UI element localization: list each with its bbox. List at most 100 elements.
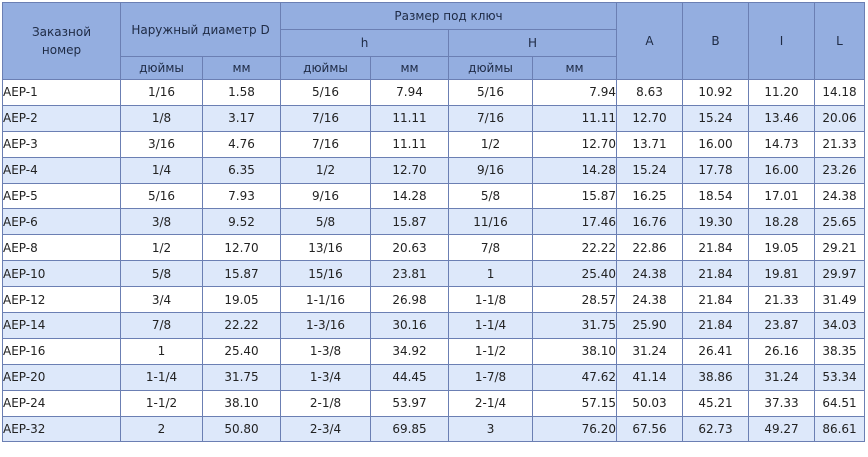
cell-l: 38.35 — [814, 337, 866, 365]
cell-l: 24.38 — [814, 182, 866, 210]
table-row: AEP-24 1-1/2 38.10 2-1/8 53.97 2-1/4 57.… — [2, 389, 866, 417]
cell-code: AEP-4 — [2, 156, 121, 184]
table-row: AEP-8 1/2 12.70 13/16 20.63 7/8 22.22 22… — [2, 234, 866, 262]
cell-l: 34.03 — [814, 312, 866, 339]
cell-H-mm: 57.15 — [532, 389, 618, 417]
cell-b: 62.73 — [682, 415, 750, 443]
cell-a: 41.14 — [616, 363, 684, 391]
cell-h-inches: 1-1/16 — [280, 286, 372, 314]
cell-b: 21.84 — [682, 260, 750, 288]
cell-h-mm: 69.85 — [370, 415, 450, 443]
cell-i: 26.16 — [748, 337, 816, 365]
cell-h-mm: 15.87 — [370, 208, 450, 236]
table-row: AEP-12 3/4 19.05 1-1/16 26.98 1-1/8 28.5… — [2, 286, 866, 314]
table-header: Заказной номер Наружный диаметр D Размер… — [2, 2, 866, 80]
cell-h-mm: 12.70 — [370, 156, 450, 184]
cell-d-mm: 38.10 — [201, 389, 282, 417]
cell-h-mm: 20.63 — [370, 234, 450, 262]
cell-h-inches: 2-3/4 — [280, 415, 372, 443]
cell-H-inches: 1-7/8 — [448, 363, 534, 391]
cell-b: 19.30 — [682, 208, 750, 236]
spec-table: Заказной номер Наружный диаметр D Размер… — [2, 2, 866, 443]
cell-H-inches: 1-1/2 — [448, 337, 534, 365]
table-row: AEP-1 1/16 1.58 5/16 7.94 5/16 7.94 8.63… — [2, 79, 866, 106]
cell-h-inches: 15/16 — [280, 260, 372, 288]
cell-d-mm: 9.52 — [201, 208, 282, 236]
cell-H-inches: 1-1/8 — [448, 286, 534, 314]
cell-H-inches: 3 — [448, 415, 534, 443]
cell-code: AEP-5 — [2, 182, 121, 210]
header-order-number: Заказной номер — [2, 2, 121, 80]
cell-i: 19.05 — [748, 234, 816, 262]
cell-H-mm: 15.87 — [532, 182, 618, 210]
cell-h-mm: 30.16 — [370, 312, 450, 339]
cell-H-mm: 25.40 — [532, 260, 618, 288]
cell-b: 15.24 — [682, 104, 750, 132]
cell-b: 16.00 — [682, 130, 750, 158]
header-a: A — [616, 2, 684, 80]
table-row: AEP-5 5/16 7.93 9/16 14.28 5/8 15.87 16.… — [2, 182, 866, 210]
cell-H-inches: 1-1/4 — [448, 312, 534, 339]
cell-d-inches: 1/4 — [120, 156, 203, 184]
cell-a: 15.24 — [616, 156, 684, 184]
cell-l: 20.06 — [814, 104, 866, 132]
cell-h-inches: 7/16 — [280, 104, 372, 132]
cell-h-mm: 34.92 — [370, 337, 450, 365]
cell-d-mm: 3.17 — [201, 104, 282, 132]
cell-d-inches: 1-1/4 — [120, 363, 203, 391]
cell-b: 18.54 — [682, 182, 750, 210]
cell-b: 38.86 — [682, 363, 750, 391]
cell-d-inches: 7/8 — [120, 312, 203, 339]
cell-H-inches: 11/16 — [448, 208, 534, 236]
cell-b: 10.92 — [682, 79, 750, 106]
header-H-mm: мм — [532, 56, 618, 80]
cell-a: 16.25 — [616, 182, 684, 210]
cell-l: 64.51 — [814, 389, 866, 417]
cell-H-inches: 7/8 — [448, 234, 534, 262]
cell-d-inches: 3/4 — [120, 286, 203, 314]
cell-d-mm: 50.80 — [201, 415, 282, 443]
cell-H-mm: 28.57 — [532, 286, 618, 314]
cell-d-inches: 1-1/2 — [120, 389, 203, 417]
table-row: AEP-3 3/16 4.76 7/16 11.11 1/2 12.70 13.… — [2, 130, 866, 158]
table-row: AEP-32 2 50.80 2-3/4 69.85 3 76.20 67.56… — [2, 415, 866, 443]
header-h-large: H — [448, 29, 618, 57]
cell-h-mm: 23.81 — [370, 260, 450, 288]
cell-h-inches: 5/8 — [280, 208, 372, 236]
cell-H-mm: 12.70 — [532, 130, 618, 158]
cell-i: 19.81 — [748, 260, 816, 288]
cell-b: 45.21 — [682, 389, 750, 417]
cell-a: 13.71 — [616, 130, 684, 158]
cell-a: 50.03 — [616, 389, 684, 417]
cell-h-mm: 7.94 — [370, 79, 450, 106]
cell-l: 29.97 — [814, 260, 866, 288]
cell-H-mm: 22.22 — [532, 234, 618, 262]
cell-H-inches: 1/2 — [448, 130, 534, 158]
cell-l: 23.26 — [814, 156, 866, 184]
cell-H-mm: 14.28 — [532, 156, 618, 184]
cell-code: AEP-20 — [2, 363, 121, 391]
cell-code: AEP-1 — [2, 79, 121, 106]
cell-h-inches: 7/16 — [280, 130, 372, 158]
cell-i: 49.27 — [748, 415, 816, 443]
cell-H-mm: 31.75 — [532, 312, 618, 339]
cell-h-inches: 2-1/8 — [280, 389, 372, 417]
header-h-small: h — [280, 29, 450, 57]
cell-code: AEP-3 — [2, 130, 121, 158]
header-h-inches: дюймы — [280, 56, 372, 80]
cell-H-inches: 9/16 — [448, 156, 534, 184]
cell-H-inches: 1 — [448, 260, 534, 288]
cell-l: 31.49 — [814, 286, 866, 314]
cell-h-inches: 1/2 — [280, 156, 372, 184]
cell-code: AEP-6 — [2, 208, 121, 236]
table-row: AEP-14 7/8 22.22 1-3/16 30.16 1-1/4 31.7… — [2, 312, 866, 339]
cell-d-mm: 15.87 — [201, 260, 282, 288]
header-b: B — [682, 2, 750, 80]
table-row: AEP-2 1/8 3.17 7/16 11.11 7/16 11.11 12.… — [2, 104, 866, 132]
cell-code: AEP-2 — [2, 104, 121, 132]
cell-a: 31.24 — [616, 337, 684, 365]
cell-h-inches: 5/16 — [280, 79, 372, 106]
cell-code: AEP-10 — [2, 260, 121, 288]
cell-h-inches: 1-3/16 — [280, 312, 372, 339]
cell-h-mm: 11.11 — [370, 130, 450, 158]
